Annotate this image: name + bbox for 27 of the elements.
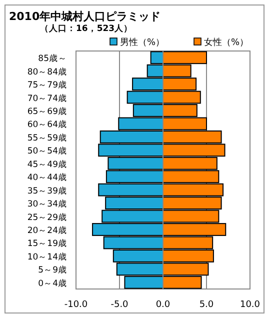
chart-title: 2010年中城村人口ピラミッド bbox=[9, 10, 161, 23]
y-tick-label: 5～9歳 bbox=[38, 264, 67, 276]
legend-label: 男性（%） bbox=[120, 37, 165, 48]
y-tick-label: 50～54歳 bbox=[27, 146, 67, 157]
x-tick-label: -10.0 bbox=[64, 300, 88, 310]
y-tick-label: 15～19歳 bbox=[27, 238, 67, 250]
x-tick-label: 5.0 bbox=[199, 300, 214, 310]
y-tick-label: 70～74歳 bbox=[27, 92, 67, 104]
y-tick-label: 80～84歳 bbox=[27, 66, 67, 78]
y-tick-label: 65～69歳 bbox=[27, 106, 67, 117]
y-tick-label: 10～14歳 bbox=[27, 251, 67, 262]
y-tick-label: 60～64歳 bbox=[27, 119, 67, 130]
chart-subtitle: （人口：16，523人） bbox=[40, 23, 133, 34]
x-tick-label: 0.0 bbox=[156, 300, 170, 310]
x-tick-label: -5.0 bbox=[110, 300, 129, 310]
y-tick-label: 40～44歳 bbox=[27, 172, 67, 184]
y-tick-label: 35～39歳 bbox=[27, 185, 67, 196]
y-tick-label: 45～49歳 bbox=[27, 158, 67, 170]
legend-label: 女性（%） bbox=[204, 37, 249, 48]
y-tick-label: 75～79歳 bbox=[27, 80, 67, 91]
y-tick-label: 85歳～ bbox=[38, 53, 67, 64]
y-tick-label: 55～59歳 bbox=[27, 132, 67, 144]
y-tick-label: 20～24歳 bbox=[27, 225, 67, 236]
x-tick-label: 10.0 bbox=[240, 300, 260, 310]
y-tick-label: 25～29歳 bbox=[27, 212, 67, 223]
y-tick-label: 0～4歳 bbox=[38, 278, 67, 289]
y-tick-label: 30～34歳 bbox=[27, 198, 67, 210]
